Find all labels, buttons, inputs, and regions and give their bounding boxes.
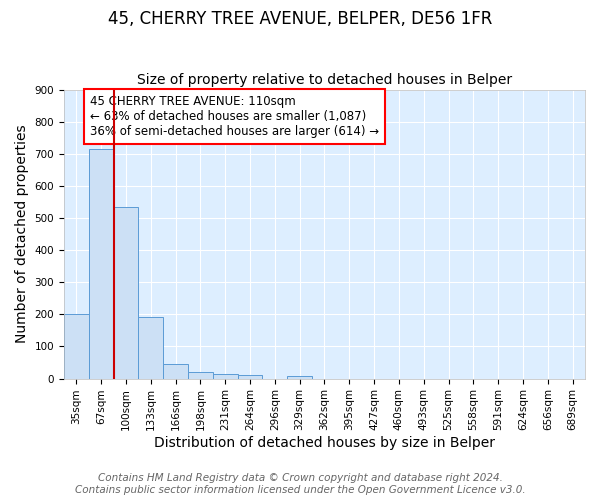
Bar: [64, 314, 89, 378]
Bar: [89, 149, 113, 378]
Bar: [238, 374, 262, 378]
Bar: [113, 207, 139, 378]
Bar: [213, 374, 238, 378]
Bar: [163, 364, 188, 378]
Y-axis label: Number of detached properties: Number of detached properties: [15, 125, 29, 344]
Title: Size of property relative to detached houses in Belper: Size of property relative to detached ho…: [137, 73, 512, 87]
Bar: [139, 316, 163, 378]
Bar: [287, 376, 312, 378]
Bar: [188, 372, 213, 378]
Text: 45 CHERRY TREE AVENUE: 110sqm
← 63% of detached houses are smaller (1,087)
36% o: 45 CHERRY TREE AVENUE: 110sqm ← 63% of d…: [90, 96, 379, 138]
X-axis label: Distribution of detached houses by size in Belper: Distribution of detached houses by size …: [154, 436, 495, 450]
Text: Contains HM Land Registry data © Crown copyright and database right 2024.
Contai: Contains HM Land Registry data © Crown c…: [74, 474, 526, 495]
Text: 45, CHERRY TREE AVENUE, BELPER, DE56 1FR: 45, CHERRY TREE AVENUE, BELPER, DE56 1FR: [108, 10, 492, 28]
